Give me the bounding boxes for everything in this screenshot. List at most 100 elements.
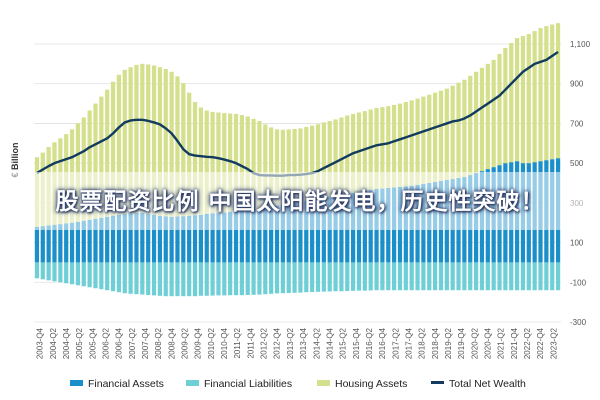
financial-assets-bar (304, 200, 309, 263)
financial-liabilities-bar (462, 262, 467, 291)
y-axis-label: € Billion (10, 142, 20, 177)
legend-swatch-financial-liabilities (186, 380, 199, 386)
financial-liabilities-bar (362, 262, 367, 291)
financial-liabilities-bar (216, 262, 221, 296)
x-tick-label: 2008-Q2 (154, 327, 163, 359)
financial-liabilities-bar (269, 262, 274, 294)
financial-liabilities-bar (468, 262, 473, 291)
y-tick-label: 100 (570, 239, 584, 248)
financial-liabilities-bar (503, 262, 508, 291)
financial-liabilities-bar (485, 262, 490, 291)
housing-assets-bar (146, 64, 151, 214)
bars (34, 23, 561, 297)
housing-assets-bar (550, 24, 555, 160)
housing-assets-bar (157, 67, 163, 216)
financial-liabilities-bar (34, 262, 40, 279)
housing-assets-bar (532, 31, 537, 163)
housing-assets-bar (514, 38, 520, 162)
x-tick-label: 2009-Q4 (194, 327, 203, 359)
headline-banner-text: 股票配资比例 中国太阳能发电，历史性突破！ (55, 189, 545, 215)
housing-assets-bar (304, 127, 309, 201)
housing-assets-bar (497, 53, 502, 166)
financial-liabilities-bar (456, 262, 461, 291)
y-tick-label: 700 (570, 119, 584, 128)
financial-assets-bar (157, 215, 163, 263)
housing-assets-bar (269, 127, 274, 207)
housing-assets-bar (110, 81, 116, 216)
financial-liabilities-bar (140, 262, 145, 295)
housing-assets-bar (81, 117, 86, 221)
housing-assets-bar (257, 121, 262, 209)
housing-assets-bar (204, 110, 209, 214)
housing-assets-bar (473, 71, 479, 174)
financial-assets-bar (245, 209, 250, 263)
x-tick-label: 2018-Q4 (431, 327, 440, 359)
financial-liabilities-bar (532, 262, 537, 291)
housing-assets-bar (210, 111, 215, 214)
legend-label-financial-liabilities: Financial Liabilities (204, 378, 292, 390)
housing-assets-bar (386, 106, 391, 188)
financial-liabilities-bar (69, 262, 75, 285)
housing-assets-bar (415, 98, 420, 185)
financial-assets-bar (93, 218, 98, 263)
financial-liabilities-bar (514, 262, 520, 291)
housing-assets-bar (93, 103, 98, 219)
housing-assets-bar (239, 115, 244, 211)
financial-assets-bar (292, 202, 297, 263)
financial-assets-bar (286, 203, 291, 263)
y-tick-label: -300 (570, 318, 587, 327)
housing-assets-bar (321, 122, 326, 198)
housing-assets-bar (99, 96, 104, 218)
legend-item-housing-assets: Housing Assets (317, 378, 407, 390)
financial-liabilities-bar (210, 262, 215, 296)
financial-assets-bar (315, 198, 321, 263)
housing-assets-bar (116, 74, 122, 215)
financial-liabilities-bar (392, 262, 397, 291)
housing-assets-bar (392, 104, 397, 188)
financial-assets-bar (122, 213, 127, 263)
x-tick-label: 2005-Q4 (88, 327, 97, 359)
legend-item-total-net-wealth: Total Net Wealth (431, 378, 526, 390)
financial-assets-bar (257, 208, 262, 263)
financial-assets-bar (187, 215, 192, 263)
legend-swatch-financial-assets (70, 380, 83, 386)
financial-liabilities-bar (116, 262, 122, 293)
housing-assets-bar (432, 92, 438, 183)
x-tick-label: 2006-Q2 (101, 327, 110, 359)
legend-swatch-total-net-wealth (431, 381, 444, 384)
financial-assets-bar (269, 206, 274, 263)
financial-assets-bar (233, 211, 239, 263)
financial-assets-bar (216, 212, 221, 263)
financial-liabilities-bar (58, 262, 63, 283)
financial-liabilities-bar (222, 262, 227, 296)
x-tick-label: 2012-Q4 (273, 327, 282, 359)
housing-assets-bar (274, 129, 280, 206)
legend-label-housing-assets: Housing Assets (335, 378, 407, 390)
financial-liabilities-bar (380, 262, 385, 291)
financial-liabilities-bar (339, 262, 344, 292)
financial-assets-bar (81, 220, 86, 263)
financial-assets-bar (99, 217, 104, 263)
financial-liabilities-bar (310, 262, 315, 293)
housing-assets-bar (479, 67, 485, 172)
financial-assets-bar (87, 219, 92, 263)
housing-assets-bar (427, 94, 432, 183)
housing-assets-bar (310, 125, 315, 200)
housing-assets-bar (151, 65, 157, 215)
x-tick-label: 2008-Q4 (167, 327, 176, 359)
financial-liabilities-bar (298, 262, 303, 293)
housing-assets-bar (315, 124, 321, 199)
housing-assets-bar (397, 103, 403, 187)
financial-assets-bar (110, 215, 116, 263)
financial-liabilities-bar (87, 262, 92, 288)
housing-assets-bar (175, 76, 180, 217)
financial-assets-bar (298, 201, 303, 263)
financial-assets-bar (169, 216, 174, 263)
y-tick-label: 500 (570, 159, 584, 168)
financial-liabilities-bar (327, 262, 332, 292)
financial-liabilities-bar (386, 262, 391, 291)
financial-liabilities-bar (204, 262, 209, 296)
financial-liabilities-bar (228, 262, 233, 296)
housing-assets-bar (87, 110, 92, 220)
housing-assets-bar (198, 107, 203, 215)
